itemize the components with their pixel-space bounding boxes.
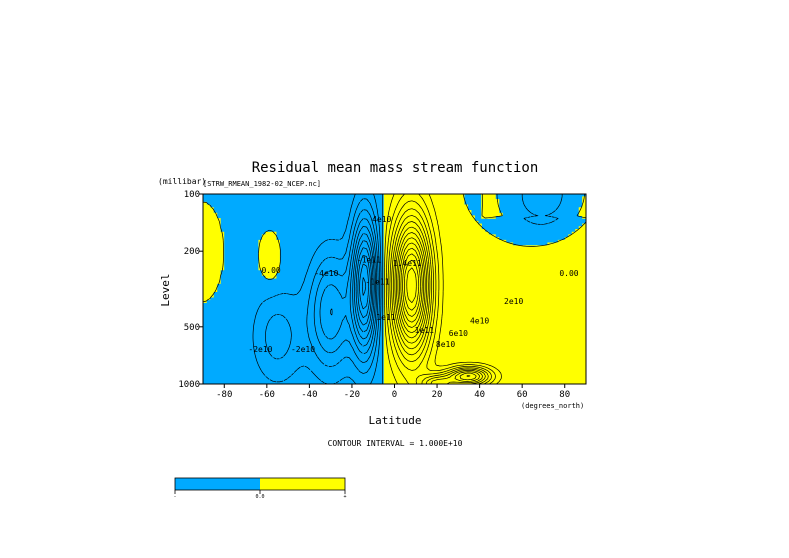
negative-contour — [313, 209, 379, 364]
contour-label: -2e10 — [291, 345, 315, 354]
contour-label: 1e11 — [415, 326, 434, 335]
negative-contour — [359, 263, 369, 310]
positive-contour — [389, 208, 489, 385]
y-tick-label: 1000 — [178, 380, 200, 390]
x-tick-label: -20 — [344, 390, 360, 400]
chart-title: Residual mean mass stream function — [252, 160, 539, 176]
positive-fill — [202, 193, 587, 385]
dataset-label: [STRW_RMEAN_1982-02_NCEP.nc] — [203, 180, 321, 188]
y-tick-label: 100 — [184, 190, 200, 200]
negative-contour — [355, 247, 373, 326]
contour-label: 8e10 — [436, 340, 455, 349]
x-tick-label: 80 — [559, 390, 570, 400]
contour-interval: CONTOUR INTERVAL = 1.000E+10 — [328, 439, 463, 448]
x-tick-label: 0 — [392, 390, 397, 400]
negative-contour — [319, 218, 378, 355]
positive-contour — [387, 200, 492, 385]
colorbar: - 0.0 + — [173, 477, 347, 500]
negative-contour — [252, 193, 563, 385]
x-tick-label: 20 — [432, 390, 443, 400]
negative-contour — [362, 277, 367, 296]
contour-label: 1.4e11 — [393, 259, 422, 268]
contour-label: 0.00 — [559, 269, 578, 278]
colorbar-negative — [175, 478, 260, 490]
negative-contour — [354, 240, 374, 333]
contour-label: -4e10 — [314, 269, 338, 278]
positive-contour — [402, 253, 421, 317]
contour-label: 4e10 — [470, 316, 489, 325]
x-axis-label: Latitude — [369, 414, 422, 427]
x-tick-label: -80 — [216, 390, 232, 400]
x-tick-label: -40 — [301, 390, 317, 400]
contour-label: 2e10 — [504, 297, 523, 306]
positive-contour — [396, 232, 477, 381]
positive-contour — [399, 242, 425, 328]
contour-label: -1e11 — [357, 256, 381, 265]
contour-label: -1e11 — [365, 278, 389, 287]
positive-contour — [391, 215, 486, 385]
y-units: (millibar) — [158, 177, 206, 186]
contour-label: 0.00 — [261, 266, 280, 275]
negative-contour — [265, 198, 380, 374]
negative-contour — [357, 254, 371, 318]
contour-label: 1e11 — [376, 313, 395, 322]
plot-area: 0.00 0.00 -4e10 -2e10 -2e10 -1e11 -1e11 4e10 1e1… — [178, 190, 587, 400]
negative-contour — [352, 233, 375, 340]
positive-contour — [406, 267, 417, 303]
negative-contour — [330, 226, 376, 347]
x-tick-label: -60 — [259, 390, 275, 400]
x-tick-label: 40 — [474, 390, 485, 400]
y-tick-label: 200 — [184, 247, 200, 257]
colorbar-label-zero: 0.0 — [255, 494, 264, 500]
y-axis-label: Level — [159, 273, 172, 306]
y-tick-label: 500 — [184, 323, 200, 333]
colorbar-positive — [260, 478, 345, 490]
positive-contour — [397, 237, 471, 377]
contour-label: 6e10 — [449, 329, 468, 338]
positive-contour — [394, 226, 481, 382]
colorbar-label-neg: - — [173, 494, 176, 500]
contour-label: 4e10 — [372, 215, 391, 224]
x-tick-label: 60 — [517, 390, 528, 400]
positive-contour — [384, 193, 502, 385]
positive-contour — [385, 193, 496, 385]
x-units: (degrees_north) — [521, 402, 584, 410]
colorbar-label-pos: + — [343, 494, 346, 500]
positive-contour — [392, 221, 483, 385]
zero-contour — [202, 193, 587, 384]
positive-contour — [404, 259, 420, 311]
contour-label: -2e10 — [248, 345, 272, 354]
positive-contour — [400, 247, 423, 323]
